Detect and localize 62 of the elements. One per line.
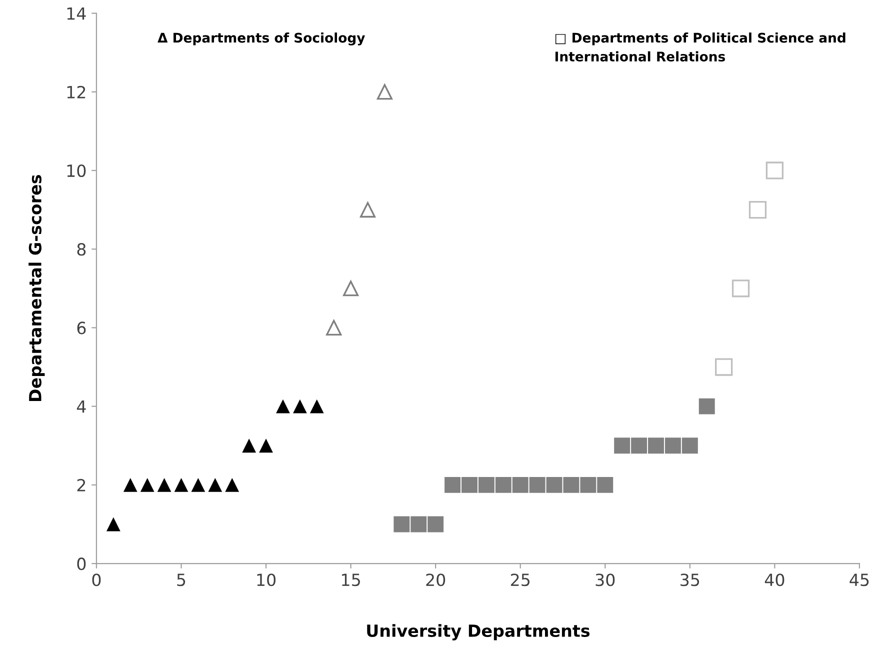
point	[410, 516, 427, 532]
point	[376, 84, 392, 100]
point	[292, 399, 307, 414]
point	[597, 476, 614, 493]
point	[698, 398, 715, 414]
point	[310, 399, 324, 414]
annotation: Δ Departments of Sociology	[158, 32, 365, 46]
point	[546, 476, 562, 493]
point	[580, 476, 596, 493]
point	[343, 280, 359, 296]
point	[462, 476, 478, 493]
point	[664, 438, 681, 454]
x-tick-label: 0	[92, 574, 101, 586]
point	[140, 478, 154, 492]
x-tick-label: 15	[342, 574, 360, 586]
point	[191, 478, 206, 492]
x-tick-label: 5	[177, 574, 186, 586]
point	[631, 438, 648, 454]
point	[732, 280, 750, 298]
x-tick-label: 45	[850, 574, 869, 586]
point	[444, 476, 461, 493]
x-tick-label: 40	[764, 574, 784, 586]
x-tick-label: 20	[426, 574, 446, 586]
y-tick-label: 14	[67, 7, 86, 20]
y-tick-label: 0	[77, 558, 86, 570]
y-tick-label: 2	[77, 478, 86, 492]
point	[748, 200, 767, 219]
point	[208, 478, 222, 492]
point	[648, 438, 664, 454]
point	[225, 478, 240, 492]
x-tick-label: 10	[257, 574, 276, 586]
point	[478, 476, 494, 493]
point	[682, 438, 698, 454]
point	[714, 358, 733, 376]
y-tick-label: 8	[77, 243, 86, 256]
point	[123, 478, 138, 492]
point	[276, 399, 290, 414]
point	[529, 476, 546, 493]
y-tick-label: 10	[67, 164, 86, 178]
point	[242, 438, 256, 453]
x-tick-label: 25	[510, 574, 530, 586]
point	[106, 517, 120, 532]
point	[259, 438, 273, 453]
point	[614, 438, 630, 454]
point	[326, 320, 342, 336]
point	[174, 478, 188, 492]
y-tick-label: 12	[67, 86, 86, 98]
point	[394, 516, 410, 532]
y-tick-label: 4	[76, 400, 86, 413]
point	[495, 476, 512, 493]
y-axis-title: Departamental G-scores	[28, 175, 45, 402]
x-axis-title: University Departments	[367, 624, 590, 640]
x-tick-label: 35	[680, 574, 700, 586]
point	[428, 516, 444, 532]
point	[766, 162, 784, 180]
point	[563, 476, 580, 493]
point	[512, 476, 528, 493]
point	[360, 202, 376, 218]
y-tick-label: 6	[77, 322, 86, 334]
point	[157, 478, 172, 492]
x-tick-label: 30	[596, 574, 615, 586]
annotation: □ Departments of Political Science and International Relations	[555, 32, 846, 62]
